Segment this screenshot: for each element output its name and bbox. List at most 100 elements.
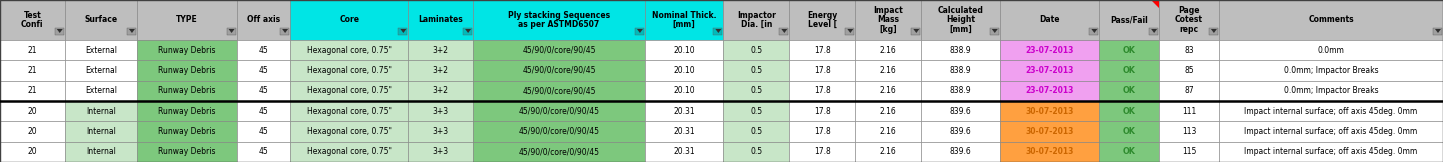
- Bar: [921, 142, 1000, 162]
- Bar: [1000, 121, 1100, 142]
- Text: 45: 45: [258, 127, 268, 136]
- Bar: [65, 40, 137, 60]
- Text: 20.31: 20.31: [674, 107, 696, 116]
- Text: 839.6: 839.6: [949, 147, 971, 156]
- Bar: [921, 40, 1000, 60]
- Bar: [1159, 142, 1219, 162]
- Text: 0.5: 0.5: [750, 46, 762, 55]
- Bar: [1089, 28, 1098, 35]
- Text: OK: OK: [1123, 147, 1136, 156]
- Bar: [1000, 60, 1100, 81]
- Text: 45: 45: [258, 66, 268, 75]
- Bar: [645, 121, 723, 142]
- Text: 0.0mm: 0.0mm: [1317, 46, 1345, 55]
- Bar: [65, 142, 137, 162]
- Bar: [723, 121, 789, 142]
- Bar: [280, 28, 289, 35]
- Bar: [1219, 81, 1443, 101]
- Bar: [398, 28, 407, 35]
- Text: 17.8: 17.8: [814, 86, 831, 95]
- Text: 85: 85: [1185, 66, 1193, 75]
- Text: External: External: [85, 86, 117, 95]
- Text: Energy
Level [: Energy Level [: [807, 11, 837, 29]
- Text: OK: OK: [1123, 46, 1136, 55]
- Bar: [408, 121, 473, 142]
- Bar: [65, 0, 137, 40]
- Bar: [1159, 60, 1219, 81]
- Bar: [473, 60, 645, 81]
- Bar: [408, 142, 473, 162]
- Bar: [856, 40, 921, 60]
- Bar: [408, 0, 473, 40]
- Bar: [237, 0, 290, 40]
- Polygon shape: [913, 29, 919, 33]
- Bar: [290, 101, 408, 121]
- Bar: [237, 60, 290, 81]
- Bar: [723, 60, 789, 81]
- Bar: [789, 60, 856, 81]
- Text: Runway Debris: Runway Debris: [157, 147, 215, 156]
- Bar: [227, 28, 235, 35]
- Bar: [237, 121, 290, 142]
- Bar: [408, 60, 473, 81]
- Bar: [290, 40, 408, 60]
- Polygon shape: [465, 29, 470, 33]
- Text: 21: 21: [27, 66, 38, 75]
- Bar: [921, 81, 1000, 101]
- Bar: [65, 81, 137, 101]
- Bar: [473, 142, 645, 162]
- Bar: [645, 40, 723, 60]
- Text: OK: OK: [1123, 107, 1136, 116]
- Text: 20.31: 20.31: [674, 127, 696, 136]
- Bar: [635, 28, 644, 35]
- Text: 23-07-2013: 23-07-2013: [1026, 66, 1074, 75]
- Text: OK: OK: [1123, 86, 1136, 95]
- Polygon shape: [128, 29, 136, 33]
- Text: 17.8: 17.8: [814, 46, 831, 55]
- Text: Hexagonal core, 0.75": Hexagonal core, 0.75": [307, 86, 391, 95]
- Bar: [290, 60, 408, 81]
- Text: 839.6: 839.6: [949, 127, 971, 136]
- Polygon shape: [716, 29, 722, 33]
- Text: Ply stacking Sequences
as per ASTMD6507: Ply stacking Sequences as per ASTMD6507: [508, 11, 610, 29]
- Polygon shape: [1434, 29, 1442, 33]
- Bar: [1209, 28, 1218, 35]
- Bar: [237, 40, 290, 60]
- Text: 20.10: 20.10: [674, 46, 696, 55]
- Bar: [921, 0, 1000, 40]
- Text: 45: 45: [258, 147, 268, 156]
- Bar: [0, 81, 65, 101]
- Bar: [137, 81, 237, 101]
- Bar: [1000, 142, 1100, 162]
- Bar: [1159, 40, 1219, 60]
- Bar: [290, 121, 408, 142]
- Bar: [912, 28, 921, 35]
- Bar: [1219, 142, 1443, 162]
- Bar: [645, 81, 723, 101]
- Bar: [713, 28, 723, 35]
- Text: 2.16: 2.16: [880, 147, 896, 156]
- Text: Impact
Mass
[kg]: Impact Mass [kg]: [873, 6, 903, 34]
- Text: Runway Debris: Runway Debris: [157, 66, 215, 75]
- Text: 45/90/0/core/90/45: 45/90/0/core/90/45: [522, 86, 596, 95]
- Bar: [1219, 101, 1443, 121]
- Text: 2.16: 2.16: [880, 107, 896, 116]
- Bar: [127, 28, 136, 35]
- Bar: [1100, 142, 1159, 162]
- Text: 2.16: 2.16: [880, 66, 896, 75]
- Text: 3+2: 3+2: [433, 66, 449, 75]
- Text: 2.16: 2.16: [880, 86, 896, 95]
- Bar: [0, 121, 65, 142]
- Bar: [1219, 121, 1443, 142]
- Text: 838.9: 838.9: [949, 46, 971, 55]
- Polygon shape: [636, 29, 644, 33]
- Text: 0.5: 0.5: [750, 107, 762, 116]
- Bar: [65, 121, 137, 142]
- Bar: [789, 101, 856, 121]
- Text: 20: 20: [27, 127, 38, 136]
- Text: 21: 21: [27, 46, 38, 55]
- Bar: [921, 121, 1000, 142]
- Bar: [1100, 60, 1159, 81]
- Bar: [237, 142, 290, 162]
- Text: Page
Cotest
repc: Page Cotest repc: [1175, 6, 1203, 34]
